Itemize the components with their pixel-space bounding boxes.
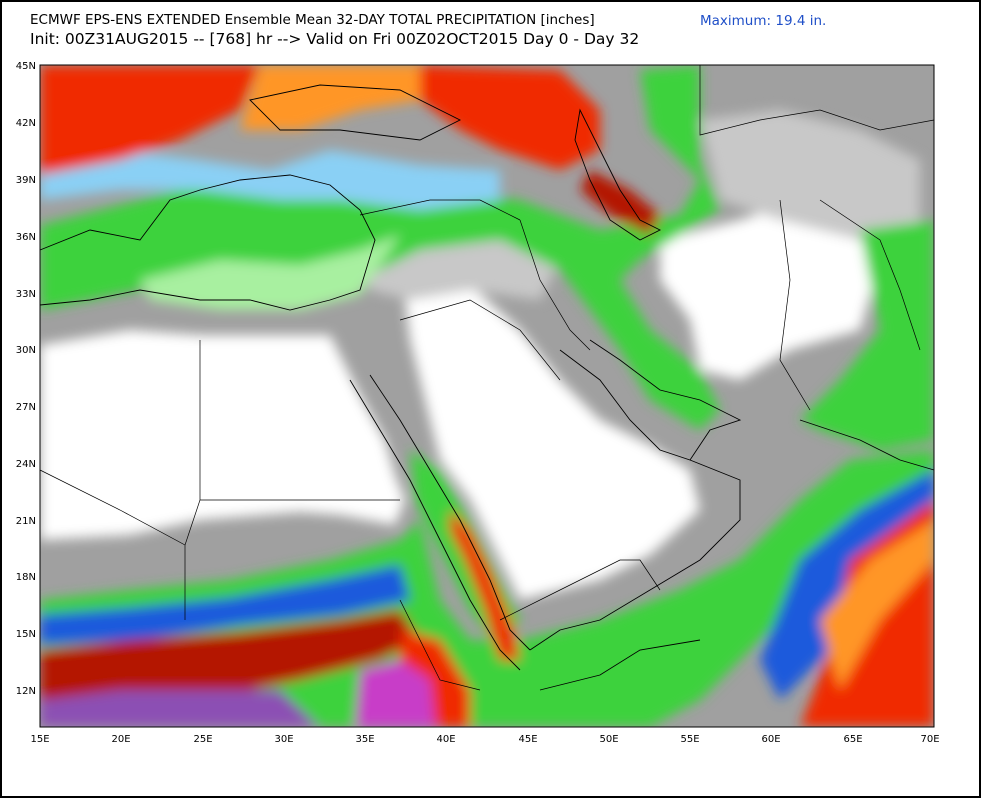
lat-label-15n: 15N: [16, 629, 36, 640]
lat-label-36n: 36N: [16, 232, 36, 243]
dry-area-sahara: [40, 330, 405, 540]
maximum-label: Maximum: 19.4 in.: [700, 13, 827, 29]
lon-label-35e: 35E: [355, 734, 374, 745]
border-iran-iraq: [519, 219, 591, 351]
coastline-red-sea: [349, 379, 521, 671]
pale-green-band-north: [140, 235, 400, 310]
lat-label-30n: 30N: [16, 345, 36, 356]
lon-label-40e: 40E: [436, 734, 455, 745]
lat-label-33n: 33N: [16, 289, 36, 300]
lat-label-24n: 24N: [16, 459, 36, 470]
coastline-somalia: [539, 639, 701, 691]
blue-band-south: [40, 565, 410, 645]
lon-label-20e: 20E: [111, 734, 130, 745]
lon-label-55e: 55E: [680, 734, 699, 745]
green-band-east: [800, 220, 934, 450]
plot-border: [39, 64, 935, 728]
coastline-oman: [529, 459, 741, 651]
precip-field: [40, 65, 934, 727]
coastline-black-sea: [249, 84, 462, 141]
coastline-pakistan: [799, 419, 935, 471]
red-strip-yemen: [450, 510, 520, 660]
borders: [39, 65, 935, 691]
chart-subtitle: Init: 00Z31AUG2015 -- [768] hr --> Valid…: [30, 30, 640, 48]
border-iran-east: [779, 199, 811, 411]
coastlines: [39, 84, 935, 691]
border-saudi-yemen: [499, 559, 661, 621]
lat-label-21n: 21N: [16, 516, 36, 527]
lon-label-45e: 45E: [518, 734, 537, 745]
purple-zone-south: [40, 690, 320, 727]
lon-label-50e: 50E: [599, 734, 618, 745]
coastline-mediterranean: [39, 174, 376, 311]
blue-band-mediterranean: [40, 150, 500, 210]
border-turkey: [359, 199, 521, 221]
red-band-south: [40, 610, 420, 705]
lon-label-15e: 15E: [30, 734, 49, 745]
border-afghanistan: [819, 199, 921, 351]
lat-label-12n: 12N: [16, 686, 36, 697]
magenta-zone-ethiopia: [355, 660, 435, 727]
dry-area-iran: [660, 200, 880, 380]
orange-zone-black-sea: [240, 65, 420, 130]
red-zone-caspian: [580, 170, 660, 235]
lon-axis: 15E 20E 25E 30E 35E 40E 45E 50E 55E 60E …: [30, 734, 939, 745]
border-saudi-north: [399, 299, 561, 381]
lon-label-60e: 60E: [761, 734, 780, 745]
lat-axis: 45N 42N 39N 36N 33N 30N 27N 24N 21N 18N …: [16, 61, 36, 697]
red-zone-balkans: [40, 65, 260, 175]
gray-zone-central-asia: [700, 110, 920, 240]
border-algeria-libya: [39, 469, 186, 546]
border-libya-egypt: [184, 340, 201, 620]
border-central-asia: [699, 65, 935, 136]
lon-label-70e: 70E: [920, 734, 939, 745]
lat-label-18n: 18N: [16, 572, 36, 583]
coastline-caspian: [574, 108, 662, 241]
lon-label-30e: 30E: [274, 734, 293, 745]
orange-zone-arabian-sea: [820, 520, 934, 690]
lat-label-39n: 39N: [16, 175, 36, 186]
lat-label-27n: 27N: [16, 402, 36, 413]
lon-label-25e: 25E: [193, 734, 212, 745]
chart-title: ECMWF EPS-ENS EXTENDED Ensemble Mean 32-…: [30, 12, 595, 28]
red-zone-caucasus: [420, 65, 600, 170]
green-band-gulf: [560, 270, 720, 430]
dry-area-arabia: [405, 285, 700, 600]
coastline-gulf: [559, 339, 742, 461]
lon-label-65e: 65E: [843, 734, 862, 745]
border-ethiopia: [399, 599, 481, 691]
coastline-red-sea-east: [369, 374, 531, 651]
lat-label-42n: 42N: [16, 118, 36, 129]
lat-label-45n: 45N: [16, 61, 36, 72]
